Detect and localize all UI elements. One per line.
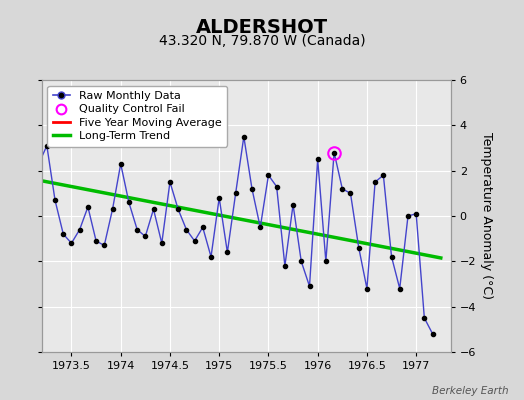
Text: 43.320 N, 79.870 W (Canada): 43.320 N, 79.870 W (Canada) [159,34,365,48]
Legend: Raw Monthly Data, Quality Control Fail, Five Year Moving Average, Long-Term Tren: Raw Monthly Data, Quality Control Fail, … [48,86,227,147]
Text: Berkeley Earth: Berkeley Earth [432,386,508,396]
Y-axis label: Temperature Anomaly (°C): Temperature Anomaly (°C) [480,132,493,300]
Text: ALDERSHOT: ALDERSHOT [196,18,328,37]
